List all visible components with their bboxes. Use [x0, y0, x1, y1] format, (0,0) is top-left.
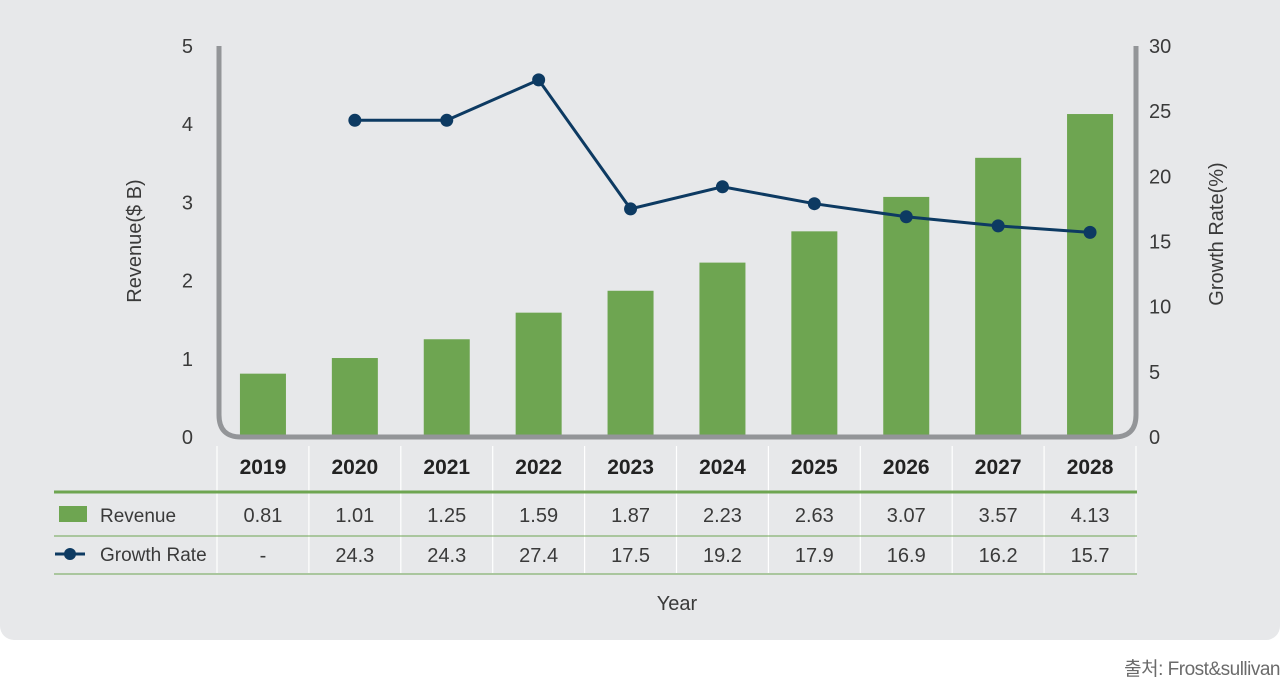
revenue-bar-2028 — [1067, 114, 1114, 437]
table-year-header: 2023 — [607, 456, 654, 479]
revenue-value-2020: 1.01 — [335, 505, 374, 527]
revenue-value-2019: 0.81 — [243, 505, 282, 527]
revenue-value-2025: 2.63 — [795, 505, 834, 527]
right-axis-title: Growth Rate(%) — [1206, 162, 1228, 305]
growth-point-2020 — [348, 113, 362, 127]
revenue-bar-2022 — [515, 312, 562, 437]
growth-value-2023: 17.5 — [611, 545, 650, 567]
growth-point-2024 — [715, 180, 729, 194]
revenue-bar-2027 — [975, 157, 1022, 438]
revenue-bar-2024 — [699, 262, 746, 437]
left-tick-label: 0 — [182, 427, 193, 449]
revenue-bar-2026 — [883, 196, 930, 437]
table-year-header: 2019 — [240, 456, 287, 479]
legend-revenue-label: Revenue — [100, 506, 176, 527]
legend-growth-label: Growth Rate — [100, 545, 207, 566]
table-year-header: 2022 — [515, 456, 562, 479]
table-year-header: 2027 — [975, 456, 1022, 479]
revenue-value-2023: 1.87 — [611, 505, 650, 527]
growth-value-2020: 24.3 — [335, 545, 374, 567]
revenue-value-2028: 4.13 — [1071, 505, 1110, 527]
table-year-header: 2028 — [1067, 456, 1114, 479]
growth-value-2027: 16.2 — [979, 545, 1018, 567]
growth-value-2021: 24.3 — [427, 545, 466, 567]
revenue-value-2024: 2.23 — [703, 505, 742, 527]
revenue-value-2026: 3.07 — [887, 505, 926, 527]
growth-point-2028 — [1083, 225, 1097, 239]
growth-point-2027 — [991, 219, 1005, 233]
growth-value-2019: - — [260, 545, 267, 567]
growth-point-2023 — [624, 202, 638, 216]
table-year-header: 2026 — [883, 456, 930, 479]
left-tick-label: 4 — [182, 114, 193, 136]
right-tick-label: 10 — [1149, 297, 1171, 319]
legend-revenue-swatch — [59, 506, 87, 522]
right-tick-label: 15 — [1149, 232, 1171, 254]
left-tick-label: 3 — [182, 192, 193, 214]
revenue-bar-2019 — [239, 373, 286, 437]
growth-value-2028: 15.7 — [1071, 545, 1110, 567]
right-tick-label: 5 — [1149, 362, 1160, 384]
revenue-value-2027: 3.57 — [979, 505, 1018, 527]
revenue-value-2022: 1.59 — [519, 505, 558, 527]
growth-value-2026: 16.9 — [887, 545, 926, 567]
source-note: 출처: Frost&sullivan — [1124, 659, 1280, 680]
table-year-header: 2025 — [791, 456, 838, 479]
growth-value-2022: 27.4 — [519, 545, 558, 567]
growth-point-2021 — [440, 113, 454, 127]
revenue-value-2021: 1.25 — [427, 505, 466, 527]
table-year-header: 2024 — [699, 456, 746, 479]
right-tick-label: 20 — [1149, 166, 1171, 188]
growth-point-2025 — [807, 197, 821, 211]
growth-value-2025: 17.9 — [795, 545, 834, 567]
revenue-bar-2021 — [423, 339, 470, 437]
right-tick-label: 30 — [1149, 36, 1171, 58]
left-tick-label: 2 — [182, 271, 193, 293]
left-tick-label: 1 — [182, 349, 193, 371]
left-tick-label: 5 — [182, 36, 193, 58]
legend-growth-marker — [64, 548, 76, 560]
table-year-header: 2020 — [331, 456, 378, 479]
revenue-bar-2025 — [791, 231, 838, 437]
right-tick-label: 25 — [1149, 101, 1171, 123]
revenue-bar-2020 — [331, 358, 378, 437]
table-year-header: 2021 — [423, 456, 470, 479]
growth-point-2022 — [532, 73, 546, 87]
axis-frame — [216, 46, 1139, 440]
growth-value-2024: 19.2 — [703, 545, 742, 567]
right-tick-label: 0 — [1149, 427, 1160, 449]
x-axis-title: Year — [657, 593, 698, 615]
revenue-bar-2023 — [607, 290, 654, 437]
left-axis-title: Revenue($ B) — [124, 179, 146, 302]
growth-point-2026 — [899, 210, 913, 224]
